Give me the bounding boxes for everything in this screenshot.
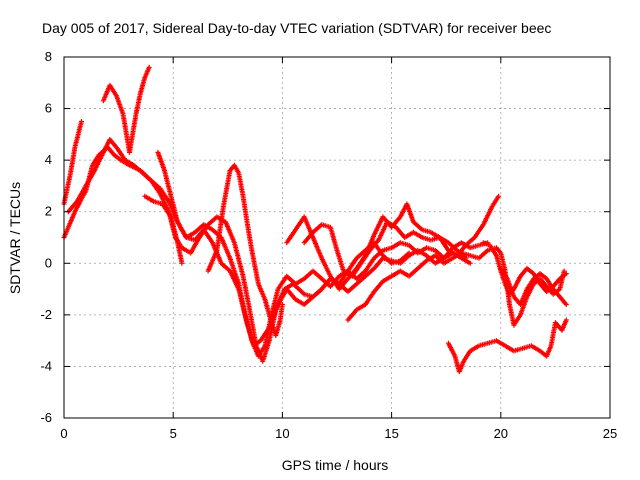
data-point-marker <box>467 260 473 266</box>
data-point-marker <box>79 119 84 124</box>
x-tick-label: 5 <box>170 426 177 441</box>
data-point-marker <box>406 250 412 256</box>
data-point-marker <box>561 268 567 274</box>
data-point-marker <box>496 193 502 199</box>
data-point-marker <box>146 64 152 70</box>
plot-frame <box>63 56 611 419</box>
data-markers <box>61 64 569 375</box>
y-axis-title: SDTVAR / TECUs <box>7 182 23 294</box>
y-tick-label: 0 <box>45 255 52 270</box>
x-tick-label: 25 <box>603 426 617 441</box>
chart-title: Day 005 of 2017, Sidereal Day-to-day VTE… <box>42 20 551 36</box>
data-point-marker <box>279 302 285 307</box>
series-6 <box>142 193 185 266</box>
data-point-marker <box>563 302 569 307</box>
data-point-marker <box>563 317 569 323</box>
x-tick-label: 20 <box>494 426 508 441</box>
x-tick-label: 10 <box>275 426 289 441</box>
y-tick-label: -4 <box>40 358 52 373</box>
series-12 <box>498 265 569 307</box>
data-point-marker <box>179 260 185 266</box>
y-tick-label: 8 <box>45 49 52 64</box>
series-4 <box>100 64 152 155</box>
y-tick-label: -6 <box>40 410 52 425</box>
data-point-marker <box>563 271 569 277</box>
axis-ticks: 0 5 10 15 20 25 -6 -4 -2 0 2 4 6 8 <box>40 49 617 441</box>
y-tick-label: 6 <box>45 101 52 116</box>
x-tick-label: 0 <box>60 426 67 441</box>
y-tick-label: 4 <box>45 152 52 167</box>
data-point-marker <box>463 255 469 261</box>
y-tick-label: 2 <box>45 204 52 219</box>
x-axis-title: GPS time / hours <box>282 457 389 473</box>
series-13 <box>445 317 569 375</box>
series-7 <box>205 162 285 338</box>
x-tick-label: 15 <box>384 426 398 441</box>
y-tick-label: -2 <box>40 307 52 322</box>
